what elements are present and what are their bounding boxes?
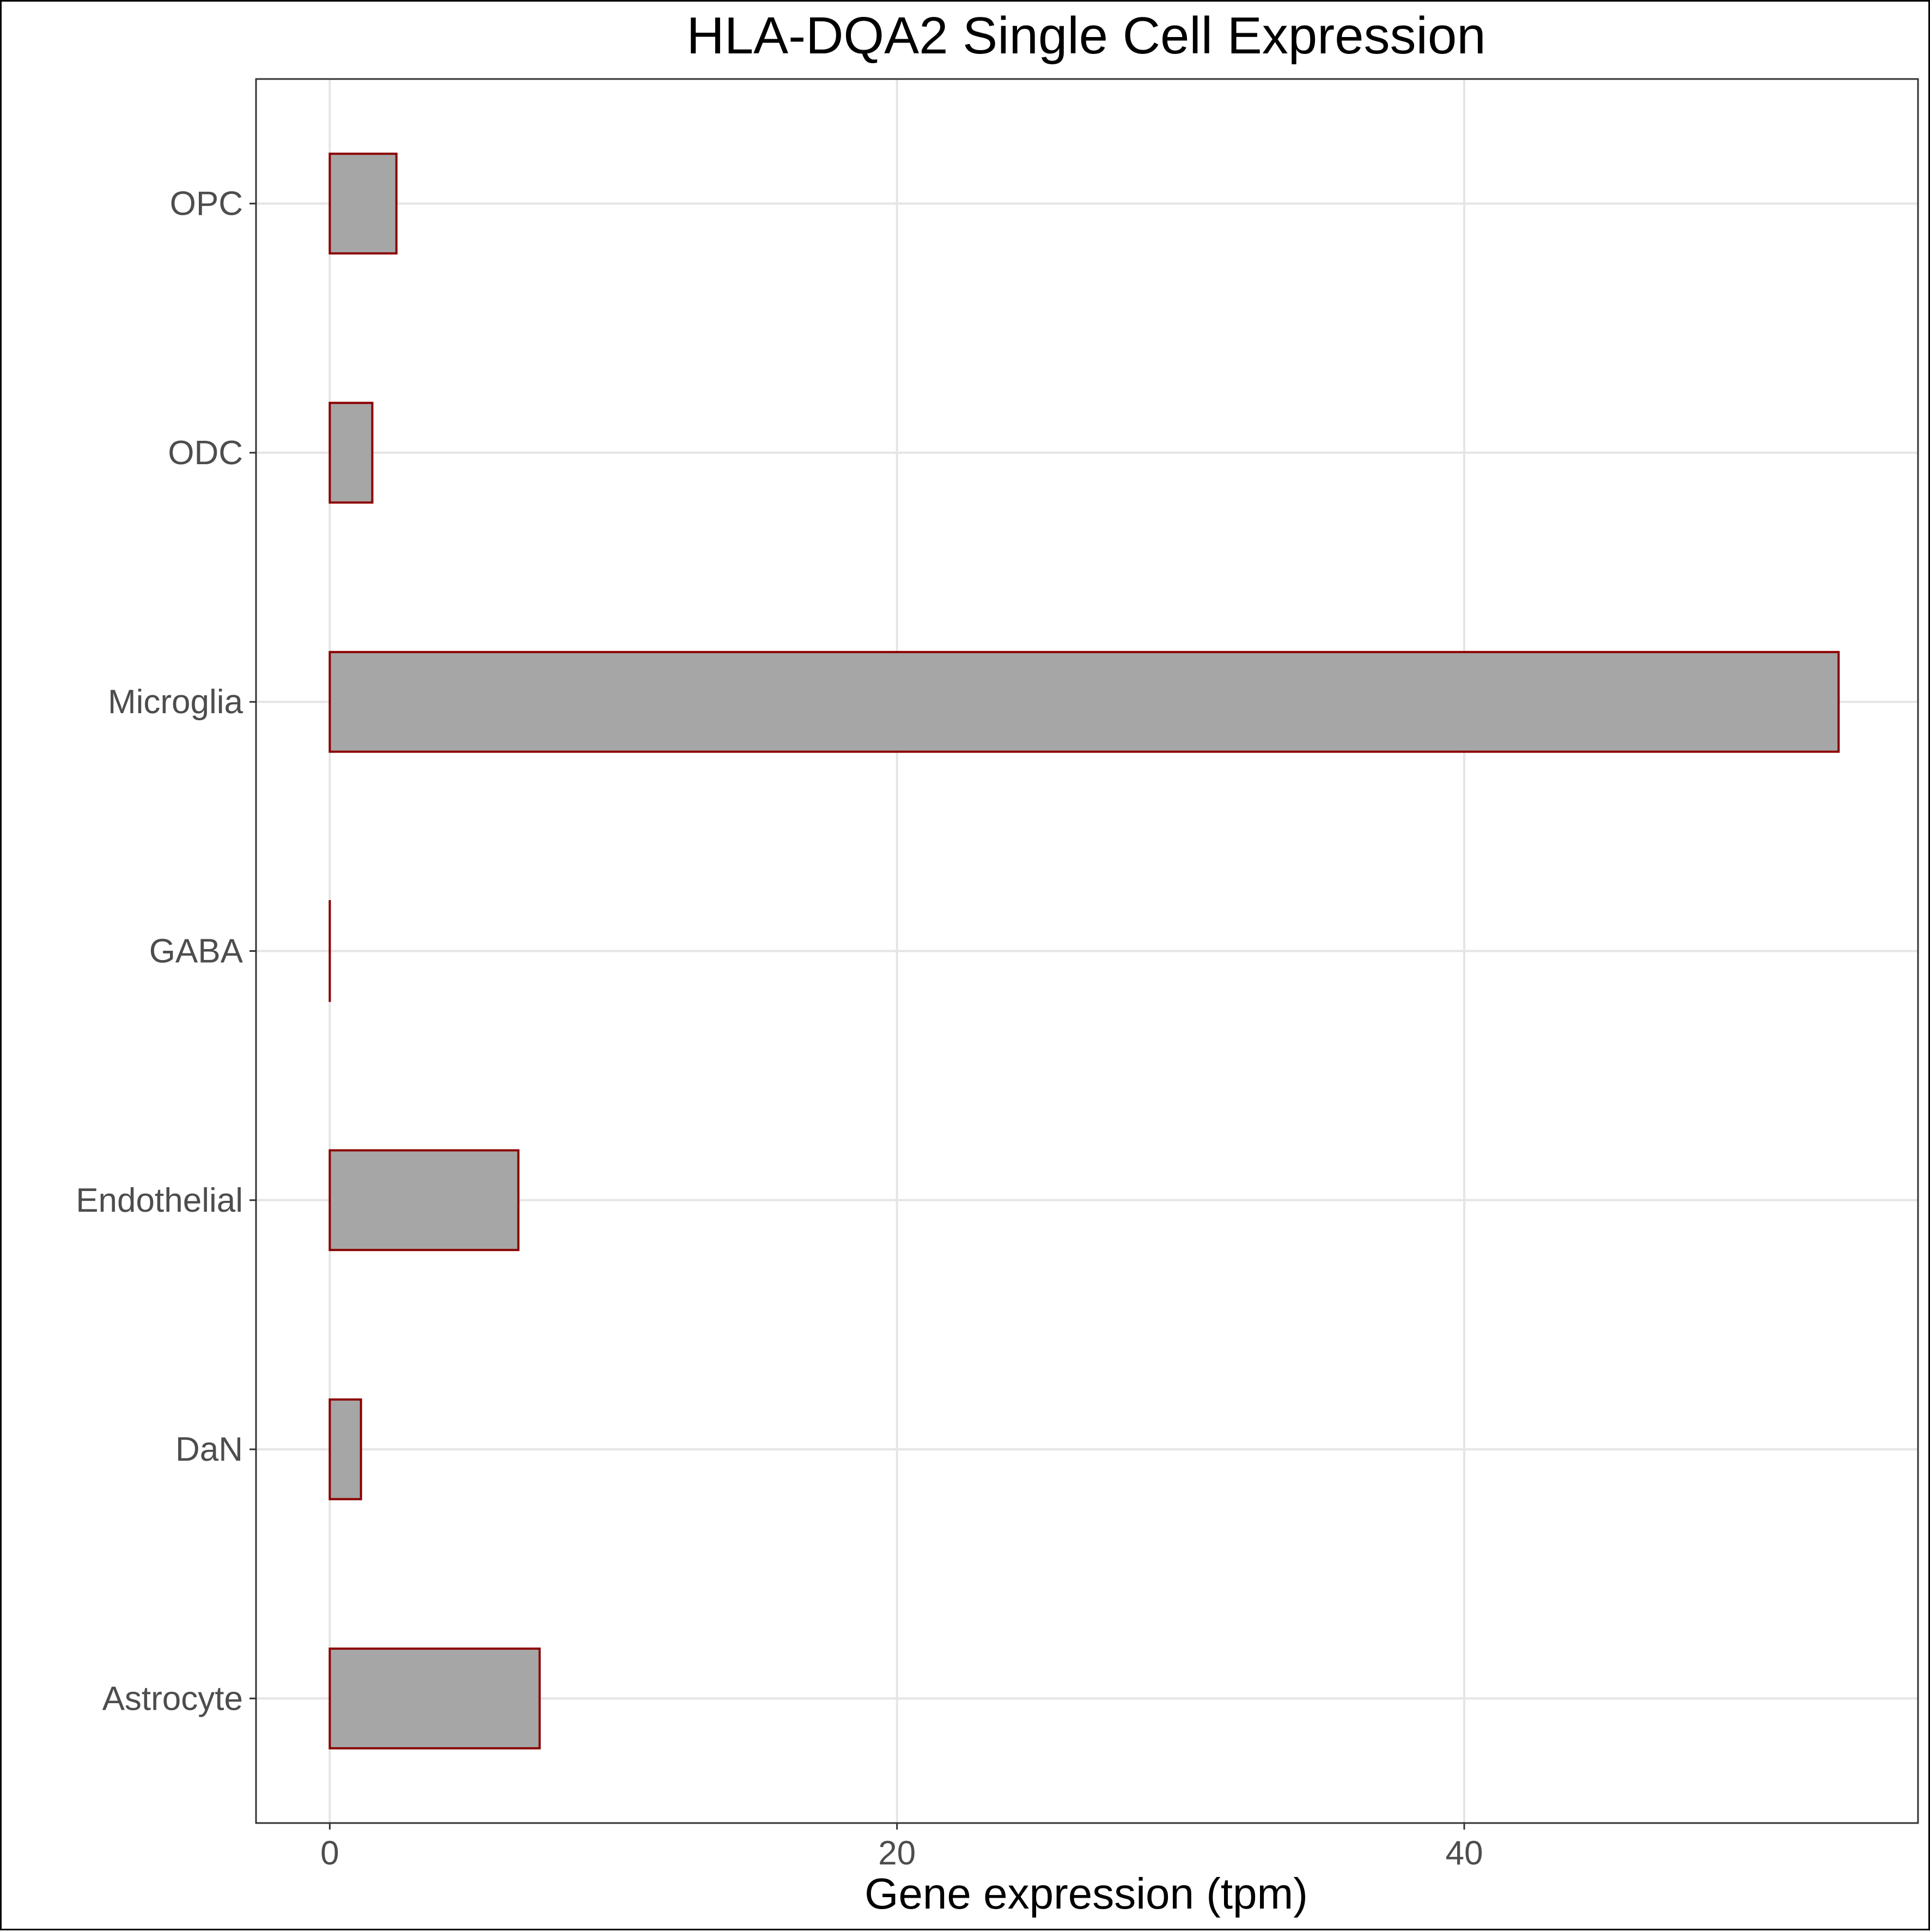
y-tick-label-dan: DaN: [175, 1431, 243, 1468]
x-tick-label: 40: [1445, 1834, 1483, 1872]
grid-lines: [256, 79, 1918, 1823]
bar-astrocyte: [330, 1649, 539, 1748]
bar-dan: [330, 1400, 361, 1499]
axis-ticks: [249, 204, 1464, 1830]
bar-microglia: [330, 652, 1838, 752]
y-tick-label-odc: ODC: [168, 434, 243, 472]
y-tick-labels: Astrocyte DaN Endothelial GABA Microglia ODC O…: [76, 185, 243, 1718]
x-tick-label: 20: [878, 1834, 916, 1872]
bar-endothelial: [330, 1150, 518, 1250]
bar-opc: [330, 154, 396, 253]
y-tick-label-gaba: GABA: [149, 933, 243, 970]
y-tick-label-microglia: Microglia: [108, 683, 243, 721]
y-tick-label-astrocyte: Astrocyte: [102, 1680, 243, 1717]
chart-title: HLA-DQA2 Single Cell Expression: [686, 7, 1485, 65]
y-tick-label-endothelial: Endothelial: [76, 1182, 243, 1219]
x-tick-labels: 0 20 40: [320, 1834, 1483, 1872]
y-tick-label-opc: OPC: [170, 185, 243, 223]
x-axis-title: Gene expression (tpm): [864, 1869, 1308, 1918]
bar-odc: [330, 403, 372, 502]
x-tick-label: 0: [320, 1834, 339, 1872]
